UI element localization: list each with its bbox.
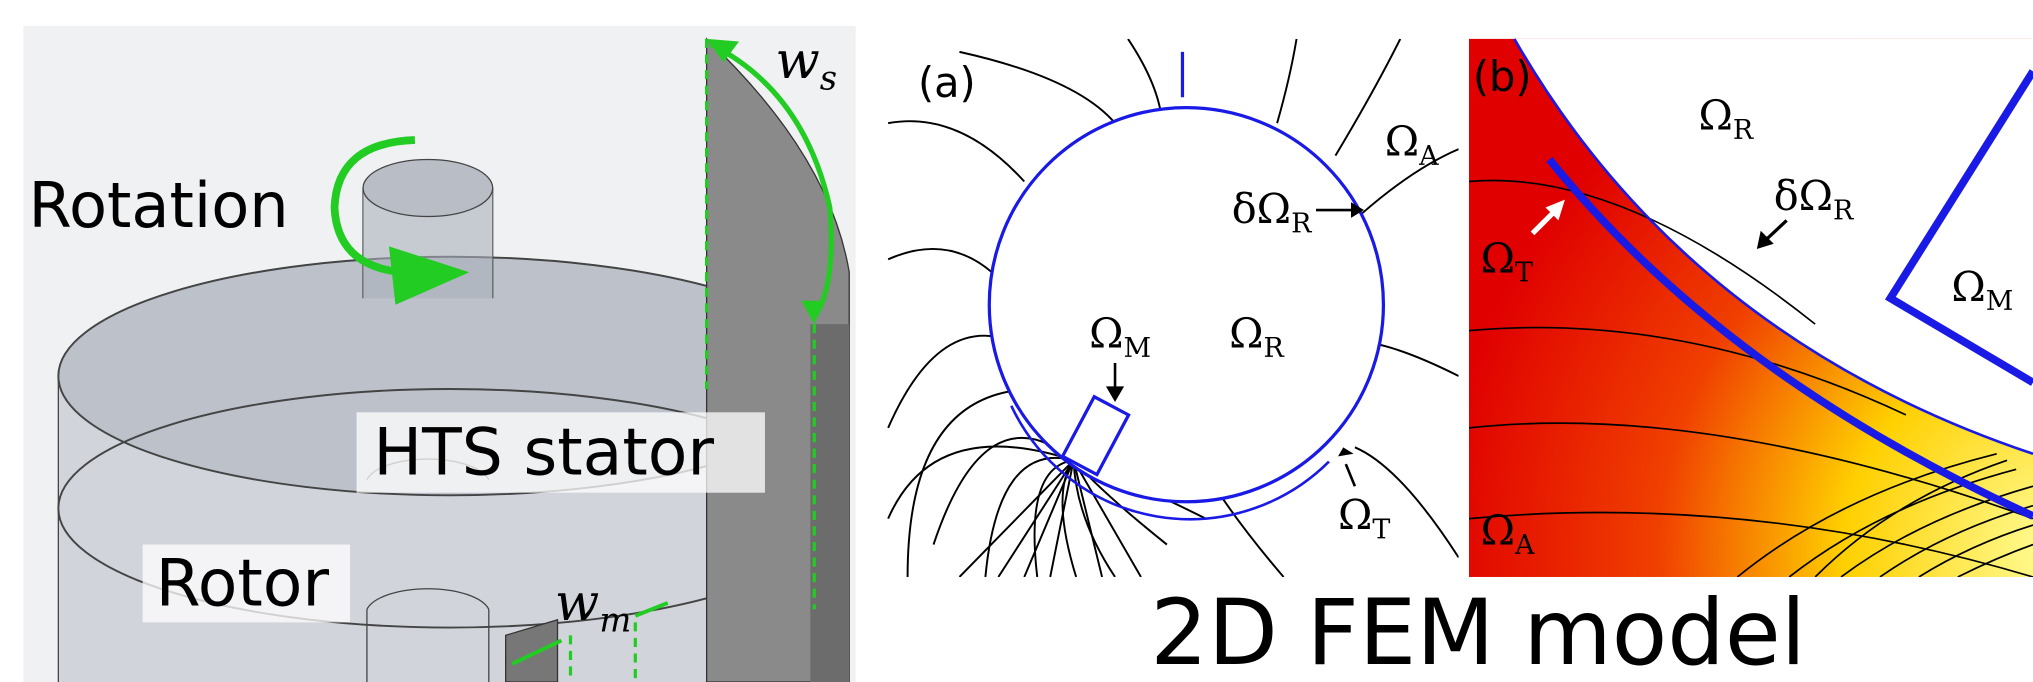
rotor-label: Rotor	[156, 546, 330, 621]
symbol: δΩ	[1232, 184, 1291, 233]
subscript: M	[1123, 333, 1151, 364]
subscript: s	[820, 59, 837, 98]
panel-a-label: (a)	[918, 58, 976, 107]
left-3d-view: Rotation HTS stator Rotor ws wm	[23, 26, 855, 682]
rotation-label: Rotation	[29, 169, 289, 242]
panel-b-label: (b)	[1473, 52, 1532, 101]
subscript: A	[1514, 530, 1535, 561]
symbol: w	[775, 31, 819, 91]
symbol: Ω	[1385, 117, 1419, 166]
subscript: R	[1291, 208, 1312, 239]
subscript: m	[599, 601, 631, 640]
subscript: T	[1515, 258, 1533, 289]
subscript: R	[1733, 115, 1754, 146]
subscript: A	[1418, 141, 1439, 172]
panel-a: (a) ΩA δΩR ΩM ΩR ΩT	[888, 39, 1458, 577]
omega-t: ΩT	[1338, 490, 1390, 545]
subscript: R	[1833, 195, 1854, 226]
subscript: T	[1372, 514, 1390, 545]
caption: 2D FEM model	[1150, 581, 1806, 682]
symbol: Ω	[1481, 233, 1515, 282]
panel-b: (b) ΩR δΩR ΩT ΩM ΩA	[1469, 39, 2033, 577]
subscript: M	[1986, 286, 2014, 317]
omega-a: ΩA	[1385, 117, 1439, 172]
symbol: Ω	[1338, 490, 1372, 539]
symbol: Ω	[1481, 506, 1515, 555]
figure: Rotation HTS stator Rotor ws wm (a) ΩA δ…	[0, 0, 2033, 682]
symbol: Ω	[1698, 91, 1732, 140]
stator-label: HTS stator	[373, 416, 714, 491]
subscript: R	[1264, 333, 1285, 364]
symbol: Ω	[1951, 262, 1985, 311]
symbol: δΩ	[1774, 171, 1833, 220]
symbol: Ω	[1229, 308, 1263, 357]
symbol: Ω	[1089, 308, 1123, 357]
symbol: w	[555, 573, 599, 633]
